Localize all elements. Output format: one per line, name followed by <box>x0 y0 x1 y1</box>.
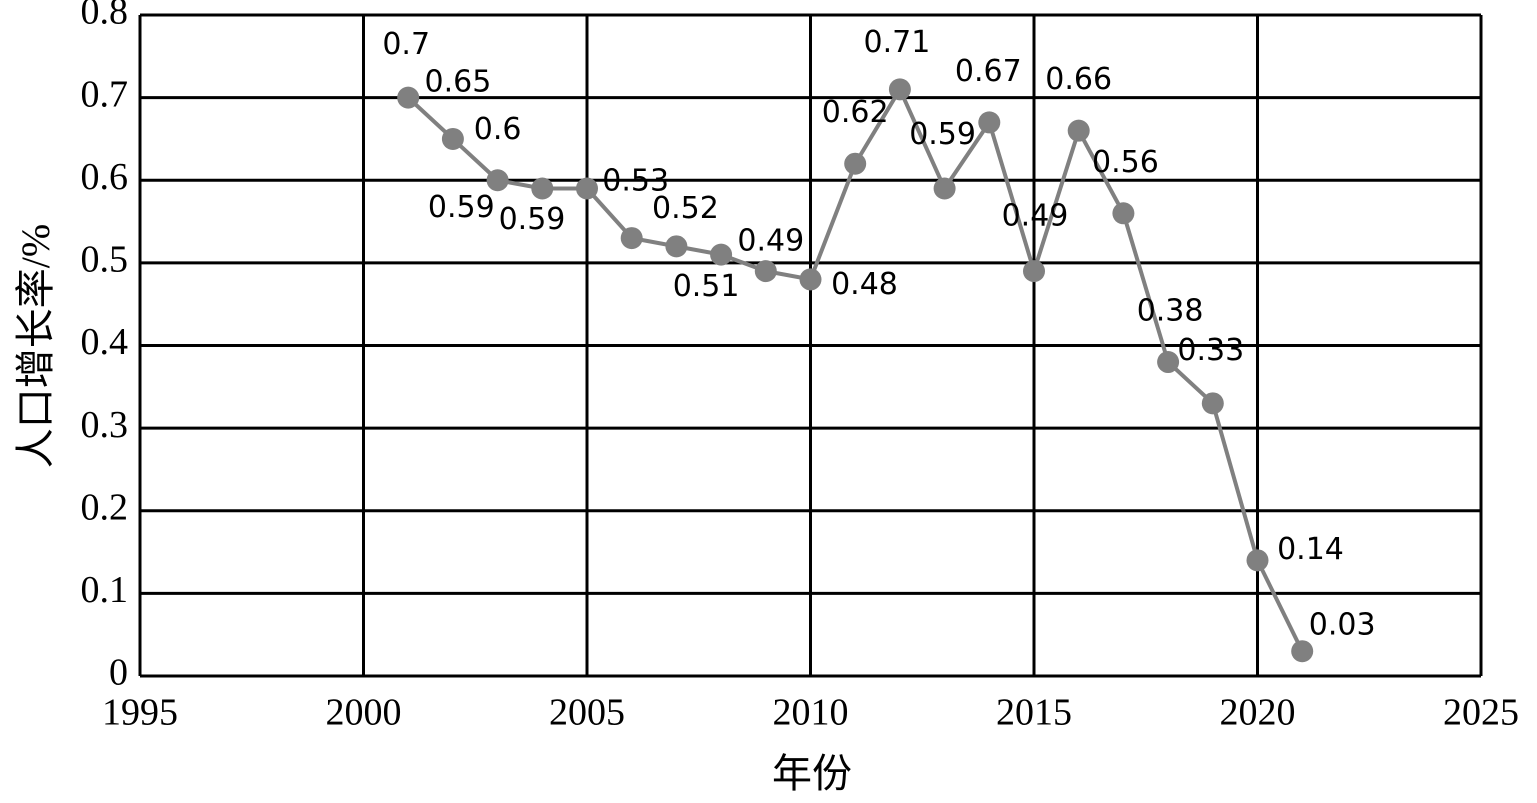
value-label: 0.59 <box>499 202 566 237</box>
y-tick-label: 0.2 <box>81 486 129 528</box>
y-tick-label: 0.8 <box>81 0 129 33</box>
data-point <box>888 78 911 101</box>
x-tick-label: 2010 <box>773 692 849 734</box>
data-point <box>1023 260 1045 283</box>
x-tick-label: 2025 <box>1443 692 1519 734</box>
y-tick-label: 0 <box>109 652 128 694</box>
value-label: 0.67 <box>955 54 1022 89</box>
x-tick-label: 2020 <box>1220 692 1296 734</box>
data-point <box>799 268 822 291</box>
value-label: 0.7 <box>382 27 430 62</box>
value-label: 0.65 <box>425 64 492 99</box>
value-label: 0.53 <box>602 164 669 199</box>
y-tick-label: 0.6 <box>81 156 129 198</box>
data-point <box>620 227 643 250</box>
value-label: 0.52 <box>652 191 719 226</box>
value-label: 0.62 <box>822 95 889 130</box>
y-tick-label: 0.4 <box>81 321 129 363</box>
data-point <box>441 127 464 150</box>
data-point <box>978 111 1001 134</box>
data-point <box>1201 392 1224 415</box>
data-point <box>1291 640 1314 663</box>
data-point <box>710 243 733 266</box>
data-point <box>486 169 509 192</box>
value-label: 0.49 <box>737 224 804 259</box>
value-label: 0.59 <box>909 117 976 152</box>
value-label: 0.33 <box>1177 333 1244 368</box>
value-label: 0.71 <box>864 25 931 60</box>
value-label: 0.48 <box>831 267 898 302</box>
data-point <box>754 260 777 283</box>
x-tick-label: 2005 <box>549 692 625 734</box>
y-tick-label: 0.5 <box>81 239 129 281</box>
data-point <box>1246 549 1269 572</box>
value-label: 0.49 <box>1002 199 1069 234</box>
data-point <box>397 86 420 109</box>
value-label: 0.14 <box>1277 532 1344 567</box>
x-tick-label: 1995 <box>102 692 178 734</box>
y-tick-label: 0.7 <box>81 73 129 115</box>
x-tick-label: 2015 <box>996 692 1072 734</box>
x-axis-title: 年份 <box>772 751 852 796</box>
y-tick-label: 0.1 <box>81 569 129 611</box>
data-point <box>1157 351 1180 374</box>
data-point <box>576 177 598 200</box>
y-tick-label: 0.3 <box>81 404 129 446</box>
data-point <box>665 235 688 258</box>
value-label: 0.59 <box>428 190 495 225</box>
data-point <box>531 177 554 200</box>
data-point <box>933 177 956 200</box>
value-label: 0.66 <box>1045 62 1112 97</box>
value-label: 0.03 <box>1309 608 1376 643</box>
value-label: 0.56 <box>1092 145 1159 180</box>
x-tick-label: 2000 <box>326 692 402 734</box>
y-axis-title: 人口增长率/% <box>13 224 58 468</box>
data-point <box>1067 119 1090 142</box>
value-label: 0.6 <box>474 112 522 147</box>
data-point <box>1112 202 1135 225</box>
value-label: 0.38 <box>1137 294 1204 329</box>
value-label: 0.51 <box>673 269 740 304</box>
data-point <box>844 152 867 175</box>
